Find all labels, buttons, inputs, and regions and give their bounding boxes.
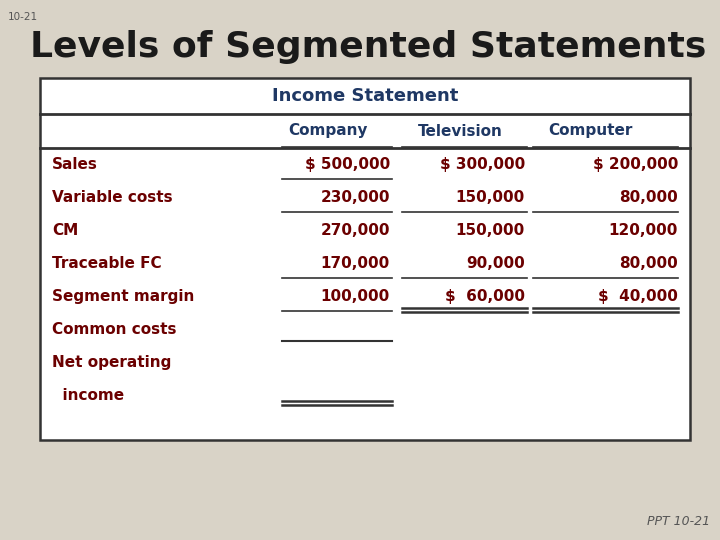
Point <box>528 309 537 315</box>
Point <box>674 309 683 315</box>
Point <box>674 144 683 150</box>
Point <box>387 402 396 408</box>
Point <box>278 144 287 150</box>
Text: 150,000: 150,000 <box>456 190 525 205</box>
Text: $  40,000: $ 40,000 <box>598 289 678 304</box>
Point <box>387 275 396 281</box>
Text: $  60,000: $ 60,000 <box>445 289 525 304</box>
Text: Computer: Computer <box>548 124 632 138</box>
Text: 120,000: 120,000 <box>608 223 678 238</box>
Text: PPT 10-21: PPT 10-21 <box>647 515 710 528</box>
Point <box>387 398 396 404</box>
Text: 80,000: 80,000 <box>619 190 678 205</box>
Text: Television: Television <box>418 124 503 138</box>
Text: 170,000: 170,000 <box>320 256 390 271</box>
Point <box>278 209 287 215</box>
Text: Income Statement: Income Statement <box>272 87 458 105</box>
Text: 150,000: 150,000 <box>456 223 525 238</box>
Point <box>387 308 396 314</box>
Text: 90,000: 90,000 <box>467 256 525 271</box>
Point <box>674 209 683 215</box>
Text: Company: Company <box>288 124 368 138</box>
Text: Segment margin: Segment margin <box>52 289 194 304</box>
Text: Net operating: Net operating <box>52 355 171 370</box>
Point <box>397 144 406 150</box>
Point <box>523 144 531 150</box>
Text: 10-21: 10-21 <box>8 12 38 22</box>
Point <box>387 176 396 182</box>
Text: $ 300,000: $ 300,000 <box>440 157 525 172</box>
Point <box>278 176 287 182</box>
Point <box>397 305 406 311</box>
Point <box>674 275 683 281</box>
Point <box>387 338 396 344</box>
Text: 80,000: 80,000 <box>619 256 678 271</box>
Text: 230,000: 230,000 <box>320 190 390 205</box>
Text: Variable costs: Variable costs <box>52 190 173 205</box>
Point <box>278 338 287 344</box>
Text: 270,000: 270,000 <box>320 223 390 238</box>
Point <box>528 305 537 311</box>
Text: Levels of Segmented Statements: Levels of Segmented Statements <box>30 30 706 64</box>
Text: $ 200,000: $ 200,000 <box>593 157 678 172</box>
Point <box>397 275 406 281</box>
Point <box>528 209 537 215</box>
Point <box>523 209 531 215</box>
Point <box>523 309 531 315</box>
Point <box>397 209 406 215</box>
Text: income: income <box>52 388 124 403</box>
Point <box>387 209 396 215</box>
Text: Common costs: Common costs <box>52 322 176 337</box>
FancyBboxPatch shape <box>40 78 690 440</box>
Point <box>674 305 683 311</box>
Text: CM: CM <box>52 223 78 238</box>
Text: 100,000: 100,000 <box>320 289 390 304</box>
Point <box>528 275 537 281</box>
Text: $ 500,000: $ 500,000 <box>305 157 390 172</box>
Point <box>523 305 531 311</box>
Point <box>278 308 287 314</box>
Point <box>387 144 396 150</box>
Point <box>278 402 287 408</box>
Point <box>528 144 537 150</box>
Text: Sales: Sales <box>52 157 98 172</box>
Point <box>397 309 406 315</box>
Text: Traceable FC: Traceable FC <box>52 256 161 271</box>
Point <box>278 398 287 404</box>
Point <box>523 275 531 281</box>
Point <box>278 275 287 281</box>
